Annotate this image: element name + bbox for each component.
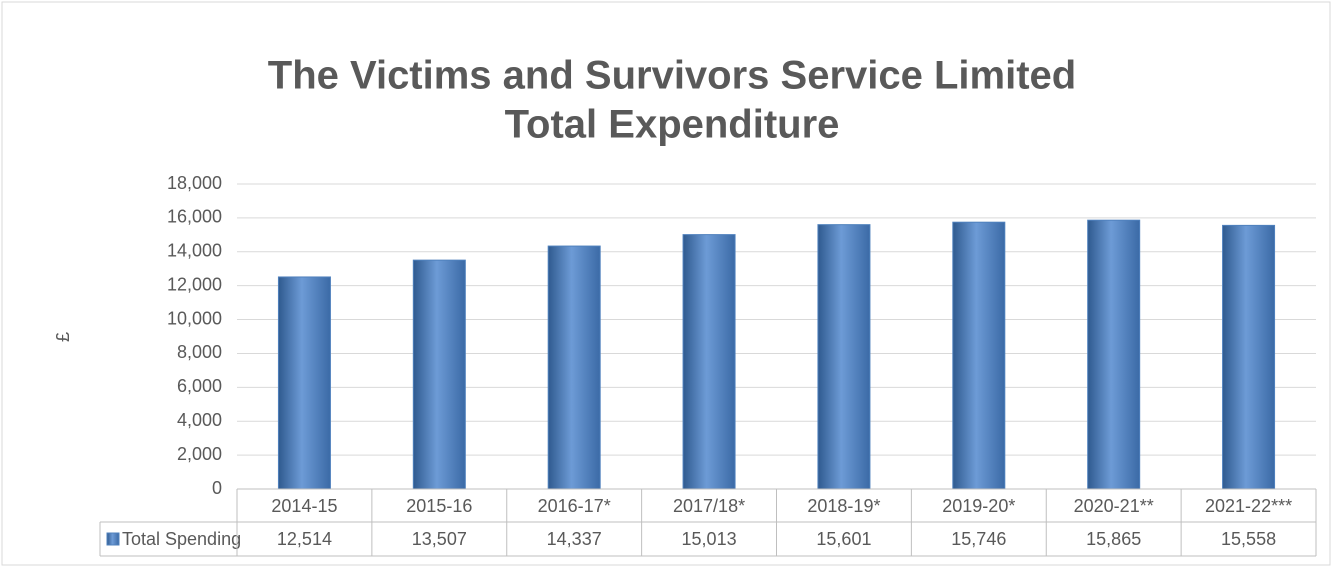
table-value: 15,558 [1221,529,1276,549]
table-value: 12,514 [277,529,332,549]
table-value: 15,746 [951,529,1006,549]
x-tick-label: 2014-15 [271,496,337,516]
bar [412,259,466,490]
table-value: 15,865 [1086,529,1141,549]
y-axis-label: £ [53,332,73,342]
y-tick-label: 8,000 [177,342,222,362]
y-tick-label: 4,000 [177,410,222,430]
table-value: 15,013 [682,529,737,549]
x-tick-label: 2017/18* [673,496,745,516]
legend-label: Total Spending [122,529,241,549]
bar [277,276,331,490]
table-value: 14,337 [547,529,602,549]
y-tick-label: 0 [212,478,222,498]
x-tick-label: 2020-21** [1074,496,1154,516]
x-tick-label: 2019-20* [942,496,1015,516]
x-tick-label: 2018-19* [807,496,880,516]
table-value: 15,601 [816,529,871,549]
bar [547,245,601,490]
chart-title: The Victims and Survivors Service Limite… [268,54,1076,98]
legend-key [106,532,120,546]
bar [952,221,1006,490]
table-value: 13,507 [412,529,467,549]
chart-title: Total Expenditure [505,103,840,147]
y-tick-label: 16,000 [167,207,222,227]
y-tick-label: 18,000 [167,173,222,193]
x-tick-label: 2016-17* [538,496,611,516]
y-tick-label: 2,000 [177,444,222,464]
y-tick-label: 12,000 [167,274,222,294]
bar [682,234,736,490]
bar [817,224,871,490]
x-tick-label: 2015-16 [406,496,472,516]
y-tick-label: 14,000 [167,241,222,261]
bar [1087,219,1141,490]
bar [1222,224,1276,490]
y-tick-label: 10,000 [167,308,222,328]
x-tick-label: 2021-22*** [1205,496,1292,516]
y-tick-label: 6,000 [177,376,222,396]
